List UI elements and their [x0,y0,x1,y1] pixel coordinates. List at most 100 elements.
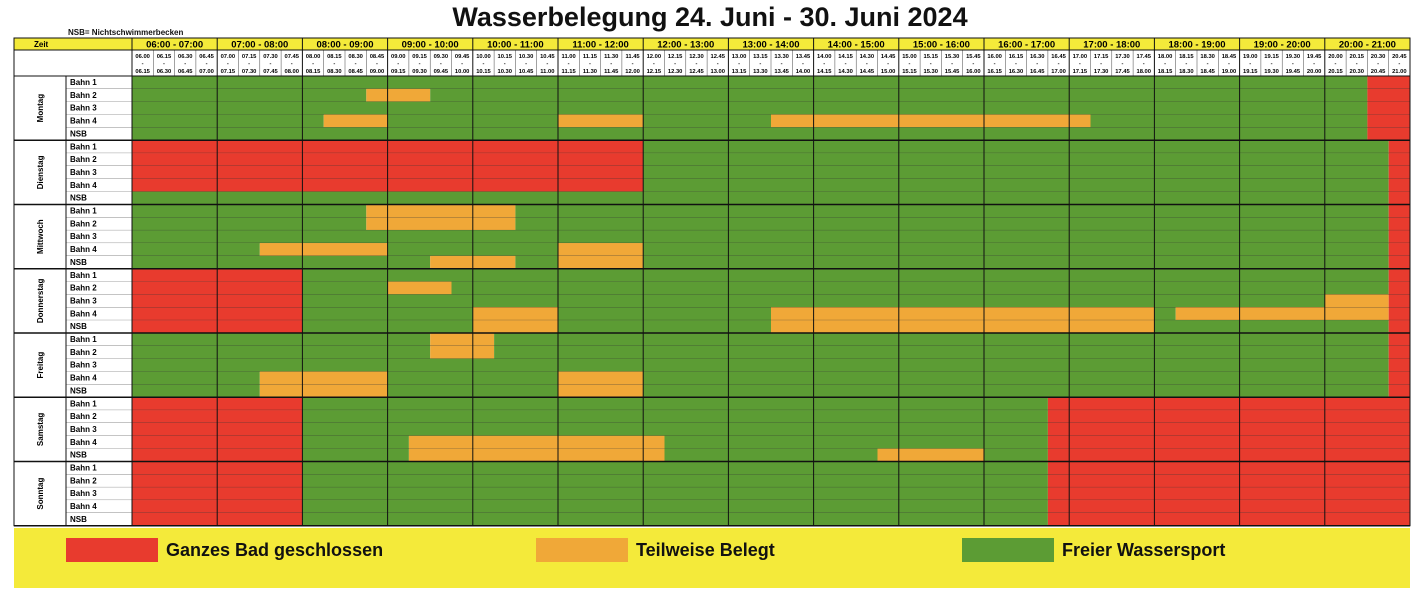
schedule-block-closed [1047,461,1410,475]
schedule-block-partial [1175,307,1389,321]
schedule-block-closed [1367,101,1410,115]
slot-end-label: 18.30 [1179,69,1194,75]
lane-label: Bahn 3 [70,168,97,177]
lane-cell [66,422,132,436]
slot-dash: - [1143,61,1145,67]
slot-end-label: 08.45 [348,69,363,75]
slot-end-label: 13.15 [732,69,747,75]
schedule-block-partial [387,281,452,295]
slot-start-label: 13.15 [753,54,768,60]
lane-label: Bahn 3 [70,489,97,498]
slot-end-label: 15.45 [945,69,960,75]
schedule-block-free [132,127,1368,141]
lane-cell [66,333,132,346]
hour-label: 09:00 - 10:00 [402,40,459,51]
schedule-block-free [132,333,431,346]
schedule-block-free [132,358,1389,372]
schedule-block-free [643,255,1389,269]
lane-cell [66,268,132,282]
slot-end-label: 07.15 [221,69,236,75]
slot-start-label: 20.45 [1392,54,1407,60]
slot-start-label: 11.00 [562,54,576,60]
schedule-block-free [984,448,1048,462]
nsb-note: NSB= Nichtschwimmerbecken [68,28,184,37]
slot-start-label: 08.30 [348,54,363,60]
slot-dash: - [163,61,165,67]
page-title: Wasserbelegung 24. Juni - 30. Juni 2024 [452,2,968,32]
slot-start-label: 06.00 [135,54,150,60]
schedule-block-closed [1367,114,1410,128]
schedule-block-closed [1388,371,1410,385]
lane-label: Bahn 3 [70,296,97,305]
schedule-block-free [302,281,388,295]
slot-dash: - [866,61,868,67]
lane-label: Bahn 4 [70,245,97,254]
lane-cell [66,88,132,102]
schedule-block-free [643,243,1389,256]
day-label: Mittwoch [36,219,45,254]
slot-end-label: 10.00 [455,69,470,75]
schedule-block-closed [1388,345,1410,359]
legend-item-closed: Ganzes Bad geschlossen [66,538,383,562]
slot-start-label: 13.45 [796,54,811,60]
lane-cell [66,320,132,333]
slot-start-label: 07.30 [263,54,278,60]
lane-label: NSB [70,322,87,331]
slot-start-label: 09.30 [434,54,449,60]
slot-end-label: 14.45 [860,69,875,75]
slot-end-label: 16.45 [1030,69,1045,75]
day-label: Samstag [36,413,45,446]
lane-label: Bahn 2 [70,284,97,293]
schedule-block-closed [1388,178,1410,192]
schedule-block-partial [771,320,1155,333]
slot-end-label: 18.15 [1158,69,1173,75]
schedule-block-partial [366,217,516,231]
day-cell [14,76,66,141]
schedule-block-free [643,371,1389,385]
schedule-grid: Zeit 06:00 - 07:00 07:00 - 08:00 08:00 - 09… [13,37,1411,527]
lane-cell [66,371,132,385]
day-cell [14,204,66,269]
slot-end-label: 14.15 [817,69,832,75]
schedule-block-free [132,88,367,102]
slot-start-label: 07.00 [221,54,236,60]
slot-start-label: 13.00 [732,54,747,60]
schedule-block-free [643,153,1389,166]
lane-label: Bahn 4 [70,438,97,447]
schedule-block-free [132,243,260,256]
lane-label: Bahn 4 [70,309,97,318]
slot-start-label: 15.00 [902,54,917,60]
slot-end-label: 11.15 [562,69,577,75]
schedule-block-partial [558,384,644,398]
schedule-block-closed [1388,191,1410,205]
slot-start-label: 08.00 [306,54,321,60]
slot-dash: - [1292,61,1294,67]
slot-end-label: 08.15 [306,69,321,75]
hour-label: 19:00 - 20:00 [1254,40,1311,51]
schedule-block-free [132,230,1389,244]
lane-cell [66,435,132,449]
slot-dash: - [1228,61,1230,67]
slot-dash: - [781,61,783,67]
slot-start-label: 10.00 [476,54,491,60]
slot-dash: - [227,61,229,67]
lane-label: Bahn 4 [70,502,97,511]
lane-label: Bahn 1 [70,464,97,473]
lane-label: Bahn 2 [70,91,97,100]
schedule-block-partial [430,345,495,359]
slot-dash: - [1058,61,1060,67]
hour-header-bar [14,38,1410,50]
legend-swatch-free [962,538,1054,562]
schedule-block-free [302,500,1048,513]
schedule-block-closed [1367,127,1410,141]
slot-end-label: 12.00 [625,69,640,75]
lane-cell [66,140,132,154]
lane-cell [66,358,132,372]
slot-start-label: 20.15 [1349,54,1364,60]
schedule-block-partial [558,255,644,269]
schedule-block-partial [771,307,1155,321]
slot-start-label: 07.45 [284,54,299,60]
slot-dash: - [717,61,719,67]
legend-label-closed: Ganzes Bad geschlossen [166,539,384,560]
schedule-block-free [643,384,1389,398]
